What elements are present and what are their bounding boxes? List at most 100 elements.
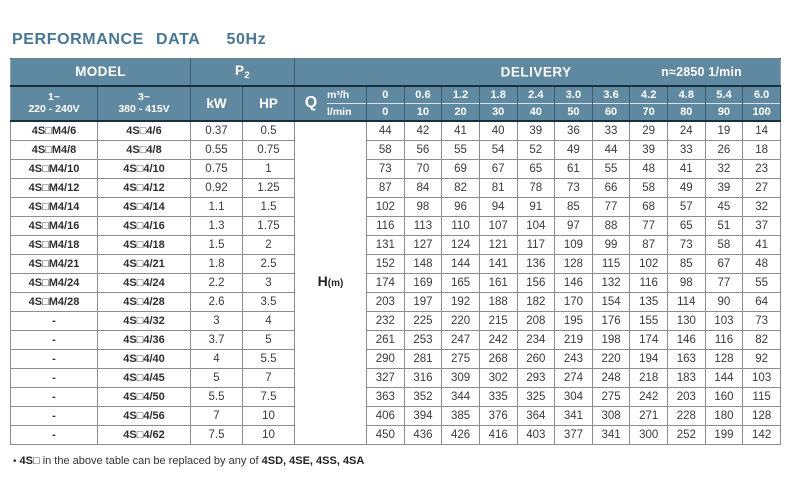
flow-column-header: 6.0 100	[742, 85, 781, 122]
flow-unit-m3h: m³/h	[327, 89, 350, 101]
model-1ph-cell: 4S□M4/10	[10, 158, 98, 179]
footnote: • 4S□ in the above table can be replaced …	[13, 455, 364, 467]
phase3-symbol: 3~	[138, 91, 150, 103]
flow-m3h-value: 4.2	[641, 89, 657, 101]
head-value-cell: 32	[742, 196, 781, 217]
head-value-cell: 403	[516, 424, 556, 445]
flow-lmin-value: 30	[479, 103, 517, 119]
kw-value-cell: 0.37	[190, 120, 243, 141]
flow-lmin-value: 70	[630, 103, 667, 119]
flow-lmin-value: 60	[592, 103, 630, 119]
hp-value-cell: 3.5	[242, 291, 295, 312]
head-value-cell: 268	[478, 348, 518, 369]
head-value-cell: 327	[366, 367, 405, 388]
flow-column-header: 3.6 60	[591, 85, 631, 122]
kw-value-cell: 1.1	[190, 196, 243, 217]
head-value-cell: 363	[366, 386, 405, 407]
footnote-models: 4SD, 4SE, 4SS, 4SA	[261, 455, 365, 467]
head-value-cell: 85	[554, 196, 593, 217]
head-value-cell: 58	[704, 234, 744, 255]
head-value-cell: 344	[441, 386, 480, 407]
model-1ph-cell: 4S□M4/21	[10, 253, 98, 274]
head-value-cell: 183	[667, 367, 706, 388]
kw-value-cell: 1.8	[190, 253, 243, 274]
head-value-cell: 73	[742, 310, 781, 331]
head-value-cell: 242	[629, 386, 668, 407]
head-value-cell: 55	[441, 139, 480, 160]
head-value-cell: 68	[629, 196, 668, 217]
model-3ph-cell: 4S□4/36	[97, 329, 191, 350]
model-3ph-cell: 4S□4/8	[97, 139, 191, 160]
head-value-cell: 304	[554, 386, 593, 407]
head-value-cell: 55	[591, 158, 631, 179]
head-value-cell: 198	[591, 329, 631, 350]
model-3ph-cell: 4S□4/56	[97, 405, 191, 426]
head-value-cell: 416	[478, 424, 518, 445]
flow-column-header: 1.8 30	[478, 85, 518, 122]
head-value-cell: 406	[366, 405, 405, 426]
head-value-cell: 82	[441, 177, 480, 198]
table-row: 4S□M4/24 4S□4/24 2.2 3 174 169 165 161 156 146 132…	[10, 272, 781, 293]
model-3ph-cell: 4S□4/45	[97, 367, 191, 388]
head-value-cell: 65	[667, 215, 706, 236]
footnote-code: 4S□	[19, 455, 40, 467]
flow-m3h-value: 1.2	[452, 89, 469, 101]
head-value-cell: 90	[704, 291, 744, 312]
head-value-cell: 180	[704, 405, 744, 426]
head-value-cell: 115	[742, 386, 781, 407]
head-value-cell: 188	[478, 291, 518, 312]
model-1ph-cell: 4S□M4/24	[10, 272, 98, 293]
model-3ph-cell: 4S□4/10	[97, 158, 191, 179]
head-value-cell: 290	[366, 348, 405, 369]
hp-value-cell: 0.5	[242, 120, 295, 141]
head-value-cell: 32	[704, 158, 744, 179]
hp-value-cell: 4	[242, 310, 295, 331]
flow-column-header: 2.4 40	[516, 85, 556, 122]
head-value-cell: 33	[667, 139, 706, 160]
model-3ph-cell: 4S□4/32	[97, 310, 191, 331]
head-value-cell: 450	[366, 424, 405, 445]
head-value-cell: 225	[403, 310, 443, 331]
kw-header: kW	[190, 85, 243, 122]
kw-value-cell: 0.92	[190, 177, 243, 198]
head-value-cell: 131	[366, 234, 405, 255]
head-value-cell: 377	[554, 424, 593, 445]
head-value-cell: 156	[516, 272, 556, 293]
flow-column-header: 1.2 20	[441, 85, 480, 122]
kw-value-cell: 0.75	[190, 158, 243, 179]
head-value-cell: 58	[366, 139, 405, 160]
head-value-cell: 248	[591, 367, 631, 388]
flow-lmin-value: 40	[517, 103, 555, 119]
head-value-cell: 146	[554, 272, 593, 293]
head-value-cell: 54	[478, 139, 518, 160]
model-1ph-cell: -	[10, 367, 98, 388]
table-body: 4S□M4/6 4S□4/6 0.37 0.5 H(m) 44 42 41 40 39 36 33 29…	[10, 120, 781, 445]
head-value-cell: 271	[629, 405, 668, 426]
head-value-cell: 115	[591, 253, 631, 274]
head-value-cell: 130	[667, 310, 706, 331]
head-value-cell: 82	[742, 329, 781, 350]
head-value-cell: 65	[516, 158, 556, 179]
hp-value-cell: 5	[242, 329, 295, 350]
head-value-cell: 96	[441, 196, 480, 217]
flow-units: m³/h l/min	[327, 87, 366, 119]
model-3ph-cell: 4S□4/50	[97, 386, 191, 407]
footnote-text: in the above table can be replaced by an…	[42, 455, 259, 467]
head-value-cell: 98	[403, 196, 443, 217]
head-value-cell: 152	[366, 253, 405, 274]
head-value-cell: 87	[366, 177, 405, 198]
head-value-cell: 194	[629, 348, 668, 369]
head-value-cell: 56	[403, 139, 443, 160]
head-value-cell: 252	[667, 424, 706, 445]
model-3ph-cell: 4S□4/16	[97, 215, 191, 236]
model-1ph-cell: 4S□M4/18	[10, 234, 98, 255]
head-value-cell: 203	[667, 386, 706, 407]
flow-m3h-value: 5.4	[716, 89, 732, 101]
model-1ph-cell: 4S□M4/12	[10, 177, 98, 198]
hp-value-cell: 2.5	[242, 253, 295, 274]
kw-value-cell: 2.6	[190, 291, 243, 312]
hp-value-cell: 1.5	[242, 196, 295, 217]
head-value-cell: 117	[516, 234, 556, 255]
delivery-label: DELIVERY	[500, 64, 572, 80]
